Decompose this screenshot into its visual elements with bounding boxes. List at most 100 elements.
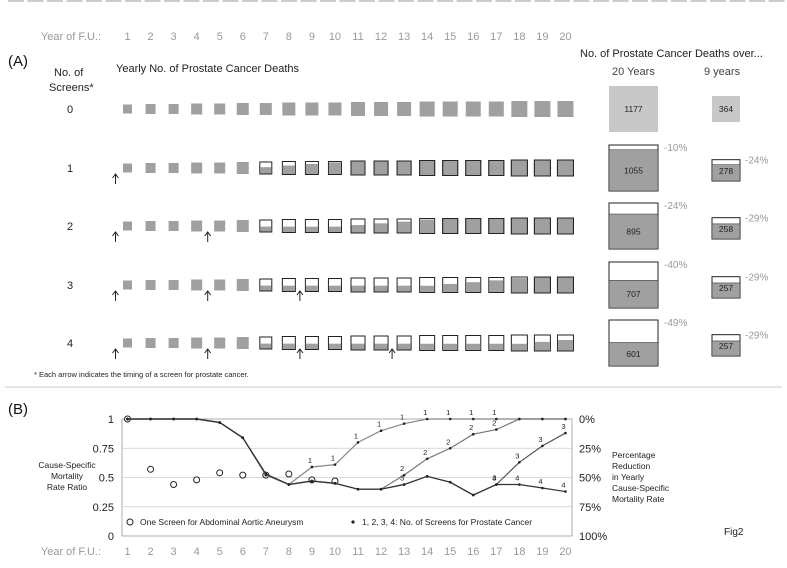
series-label-4: 4	[492, 474, 496, 483]
yearly-death-square	[145, 280, 156, 290]
yearly-death-square-fill	[350, 160, 366, 176]
series-label-2: 2	[446, 437, 450, 446]
screen-arrow-head	[112, 173, 119, 179]
series-point-2	[425, 457, 429, 461]
series-line-4	[127, 418, 566, 496]
left-axis-label-1: Cause-Specific	[38, 460, 96, 470]
yearly-death-square	[465, 101, 481, 117]
series-label-3: 3	[515, 451, 519, 460]
year-label-16: 16	[467, 31, 479, 43]
series-label-3: 3	[492, 474, 496, 483]
total-9y-fill	[711, 164, 741, 182]
yearly-death-square-fill	[420, 343, 435, 350]
year-label-9: 9	[309, 31, 315, 43]
row-screens-4: 4 -49% 601 -29% 257	[67, 318, 768, 367]
reduction-20y: -10%	[664, 143, 687, 154]
row-label: 0	[67, 104, 73, 116]
yearly-death-square	[145, 163, 156, 173]
series-line-1	[127, 418, 566, 486]
series-point-1	[425, 417, 429, 421]
series-point-4	[287, 483, 291, 486]
x-tick-label-19: 19	[536, 546, 548, 558]
screen-arrow-head	[388, 348, 396, 354]
series-label-1: 1	[423, 408, 427, 417]
right-tick-label: 0%	[579, 414, 595, 426]
series-point-2	[518, 417, 521, 421]
x-tick-label-5: 5	[217, 546, 223, 558]
year-label-4: 4	[194, 31, 200, 43]
yearly-death-square	[236, 337, 249, 349]
col-9-label: 9 years	[704, 66, 741, 78]
series-label-2: 2	[492, 419, 496, 428]
yearly-death-square-fill	[260, 226, 272, 232]
yearly-death-square-fill	[351, 225, 365, 233]
deaths-20y: 707	[626, 289, 640, 299]
yearly-death-square-fill	[397, 221, 411, 233]
series-point-2	[402, 473, 406, 477]
year-label-2: 2	[147, 31, 153, 43]
x-tick-label-8: 8	[286, 546, 292, 558]
yearly-death-square	[236, 103, 249, 115]
yearly-death-square	[145, 221, 156, 231]
aaa-point	[239, 471, 247, 479]
series-point-1	[310, 465, 314, 469]
left-tick-label: 1	[108, 414, 114, 426]
yearly-death-square	[236, 279, 249, 291]
yearly-death-square-fill	[443, 283, 458, 292]
yearly-death-square-fill	[282, 343, 295, 349]
series-label-1: 1	[377, 420, 381, 429]
series-label-1: 1	[469, 408, 473, 417]
row-label: 2	[67, 221, 73, 233]
x-tick-label-9: 9	[309, 546, 315, 558]
series-point-4	[126, 417, 129, 421]
reduction-20y: -49%	[664, 318, 687, 329]
yearly-death-square-fill	[374, 343, 388, 350]
row-label: 4	[67, 338, 73, 350]
yearly-death-square-fill	[443, 343, 458, 350]
legend-aaa-text: One Screen for Abdominal Aortic Aneurysm	[140, 517, 303, 527]
reduction-9y: -24%	[745, 156, 768, 167]
yearly-death-square-fill	[305, 226, 318, 232]
legend-pc-marker	[351, 520, 355, 524]
year-label-3: 3	[171, 31, 177, 43]
series-point-4	[425, 475, 429, 478]
series-label-1: 1	[446, 408, 450, 417]
x-tick-label-13: 13	[398, 546, 410, 558]
right-tick-label: 75%	[579, 502, 601, 514]
yearly-death-square	[442, 101, 458, 117]
series-label-2: 2	[469, 423, 473, 432]
yearly-death-square-fill	[260, 167, 272, 174]
total-9y-fill	[711, 282, 741, 299]
screen-arrow-head	[204, 290, 212, 296]
series-label-3: 3	[538, 435, 542, 444]
row-screens-1: 1 -10% 1055 -24% 278	[67, 143, 768, 192]
yearly-death-square-fill	[305, 343, 318, 349]
series-label-4: 4	[538, 477, 542, 486]
series-point-1	[333, 463, 337, 466]
yearly-death-square	[214, 103, 226, 115]
total-20y-box	[609, 86, 658, 132]
yearly-death-square	[123, 338, 132, 348]
series-point-4	[241, 436, 245, 440]
yearly-title: Yearly No. of Prostate Cancer Deaths	[116, 63, 300, 75]
yearly-death-square	[214, 279, 226, 291]
series-point-4	[564, 490, 567, 493]
series-point-4	[541, 486, 544, 490]
yearly-death-square-fill	[397, 343, 411, 350]
yearly-death-square	[168, 104, 179, 114]
yearly-death-square-fill	[510, 217, 528, 235]
yearly-death-square-fill	[419, 160, 436, 176]
total-9y-fill	[711, 340, 741, 357]
row-screens-0: 0 1177 364	[67, 86, 740, 132]
series-label-3: 3	[400, 474, 404, 483]
yearly-death-square	[191, 337, 203, 349]
x-tick-label-16: 16	[467, 546, 479, 558]
reduction-9y: -29%	[745, 214, 768, 225]
right-axis-label-4: Cause-Specific	[612, 483, 670, 493]
footnote: * Each arrow indicates the timing of a s…	[34, 370, 249, 379]
yearly-death-square	[123, 163, 132, 173]
series-label-1: 1	[492, 408, 496, 417]
year-label-13: 13	[398, 31, 410, 43]
yearly-death-square	[305, 102, 319, 116]
